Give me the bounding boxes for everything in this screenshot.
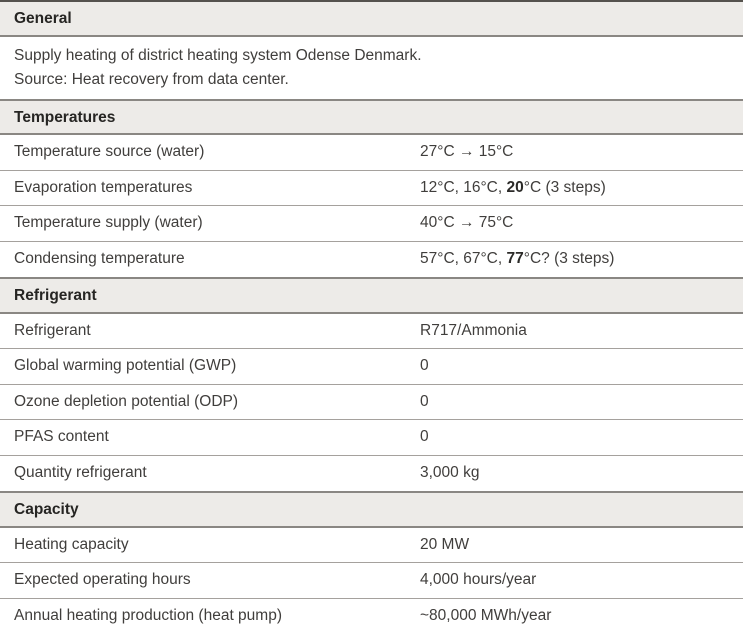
- row-label: Ozone depletion potential (ODP): [14, 392, 239, 410]
- table-row: Condensing temperature 57°C, 67°C, 77°C? …: [0, 242, 743, 278]
- section-header: General: [0, 2, 743, 37]
- value-segment: 0: [420, 392, 429, 410]
- row-label: Expected operating hours: [14, 571, 191, 589]
- section-description: Supply heating of district heating syste…: [0, 37, 743, 99]
- row-label: Evaporation temperatures: [14, 178, 193, 196]
- row-value: 3,000 kg: [420, 464, 743, 482]
- value-segment: °C? (3 steps): [523, 250, 615, 268]
- value-segment: 12°C, 16°C,: [420, 178, 507, 196]
- value-segment: 40°C → 75°C: [420, 214, 514, 232]
- section-header: Refrigerant: [0, 277, 743, 314]
- row-value: ~80,000 MWh/year: [420, 607, 743, 625]
- value-segment: ~80,000 MWh/year: [420, 607, 552, 625]
- value-segment: 27°C → 15°C: [420, 143, 514, 161]
- description-line: Source: Heat recovery from data center.: [14, 71, 289, 88]
- section-rows: Refrigerant R717/Ammonia Global warming po…: [0, 314, 743, 492]
- section-title: Temperatures: [14, 108, 116, 126]
- row-value: 12°C, 16°C, 20°C (3 steps): [420, 179, 743, 197]
- row-value: 0: [420, 428, 743, 446]
- row-label: Annual heating production (heat pump): [14, 607, 282, 625]
- row-value: 4,000 hours/year: [420, 571, 743, 589]
- section-title: Refrigerant: [14, 287, 97, 304]
- section-title: Capacity: [14, 501, 79, 518]
- value-segment: 4,000 hours/year: [420, 571, 537, 589]
- row-label: PFAS content: [14, 428, 109, 446]
- value-segment: 3,000 kg: [420, 464, 480, 482]
- row-value: 0: [420, 357, 743, 375]
- row-label: Condensing temperature: [14, 250, 185, 268]
- row-value: R717/Ammonia: [420, 322, 743, 340]
- row-label: Refrigerant: [14, 321, 91, 339]
- row-label: Temperature source (water): [14, 143, 205, 161]
- value-bold-segment: 20: [506, 178, 524, 196]
- row-label: Heating capacity: [14, 535, 129, 553]
- row-label: Quantity refrigerant: [14, 464, 147, 482]
- section-header: Capacity: [0, 491, 743, 528]
- description-line: Supply heating of district heating syste…: [14, 46, 422, 64]
- value-segment: 0: [420, 357, 429, 375]
- table-row: Refrigerant R717/Ammonia: [0, 314, 743, 349]
- row-label: Temperature supply (water): [14, 214, 203, 232]
- value-segment: 20 MW: [420, 535, 470, 553]
- table-row: Global warming potential (GWP) 0: [0, 349, 743, 385]
- table-row: Expected operating hours 4,000 hours/year: [0, 563, 743, 599]
- row-value: 57°C, 67°C, 77°C? (3 steps): [420, 250, 743, 268]
- table-row: Annual heating production (heat pump) ~80…: [0, 599, 743, 628]
- section-title: General: [14, 10, 72, 27]
- table-row: Evaporation temperatures 12°C, 16°C, 20°C…: [0, 171, 743, 206]
- table-row: PFAS content 0: [0, 420, 743, 456]
- table-row: Temperature source (water) 27°C → 15°C: [0, 135, 743, 171]
- value-segment: °C (3 steps): [523, 178, 606, 196]
- value-bold-segment: 77: [506, 250, 524, 268]
- row-value: 20 MW: [420, 536, 743, 554]
- row-value: 40°C → 75°C: [420, 214, 743, 232]
- section-rows: Heating capacity 20 MW Expected operating …: [0, 528, 743, 628]
- table-row: Quantity refrigerant 3,000 kg: [0, 456, 743, 492]
- section-rows: Temperature source (water) 27°C → 15°C Eva…: [0, 135, 743, 277]
- table-row: Heating capacity 20 MW: [0, 528, 743, 563]
- table-row: Ozone depletion potential (ODP) 0: [0, 385, 743, 420]
- row-value: 0: [420, 393, 743, 411]
- row-label: Global warming potential (GWP): [14, 357, 237, 375]
- section-header: Temperatures: [0, 98, 743, 135]
- value-segment: 57°C, 67°C,: [420, 250, 507, 268]
- row-value: 27°C → 15°C: [420, 143, 743, 161]
- table-row: Temperature supply (water) 40°C → 75°C: [0, 206, 743, 242]
- value-segment: 0: [420, 428, 429, 446]
- value-segment: R717/Ammonia: [420, 321, 527, 339]
